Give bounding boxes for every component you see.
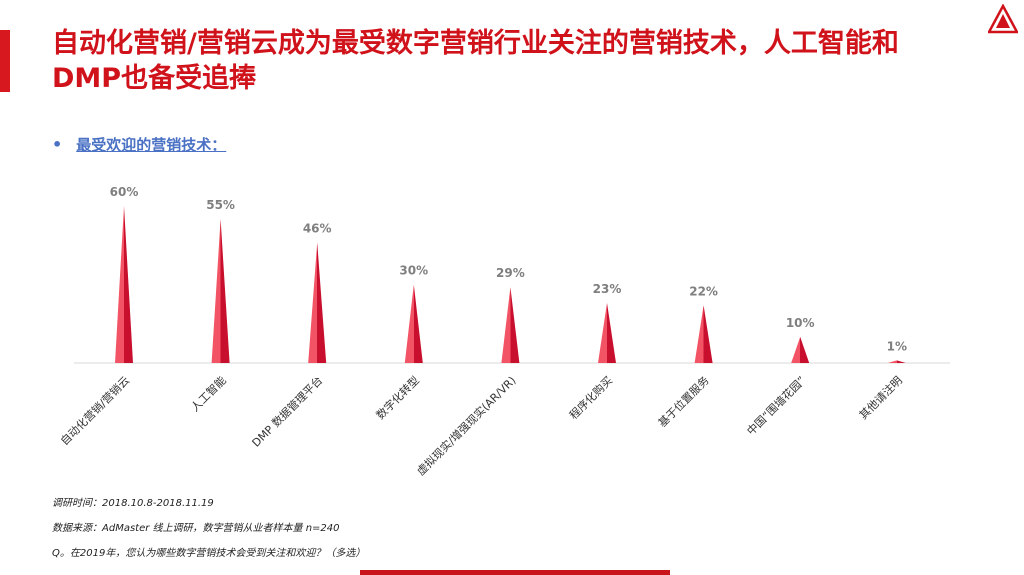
- category-label: 自动化营销/营销云: [57, 373, 132, 448]
- category-label: 中国“围墙花园”: [744, 373, 809, 438]
- category-label: DMP 数据管理平台: [249, 373, 325, 449]
- spike-bar: [791, 336, 810, 363]
- survey-question-note: Q。在2019年，您认为哪些数字营销技术会受到关注和欢迎？（多选）: [52, 548, 366, 559]
- subtitle-text: 最受欢迎的营销技术：: [76, 136, 227, 154]
- page-title: 自动化营销/营销云成为最受数字营销行业关注的营销技术，人工智能和DMP也备受追捧: [52, 28, 899, 94]
- spike-bar: [115, 206, 133, 363]
- value-label: 55%: [206, 198, 235, 212]
- survey-period-note: 调研时间：2018.10.8-2018.11.19: [52, 498, 214, 509]
- category-label: 虚拟现实/增强现实(AR/VR): [414, 373, 519, 478]
- spike-bar: [694, 305, 713, 363]
- spike-bar: [211, 219, 230, 363]
- bullet-icon: •: [52, 135, 63, 154]
- value-label: 30%: [399, 264, 428, 278]
- spike-chart: 60% 自动化营销/营销云 55% 人工智能 46% DMP 数据管理平台 30% 数字化转型…: [57, 185, 950, 478]
- spike-bar: [887, 360, 906, 363]
- value-label: 23%: [593, 282, 622, 296]
- spike-bar: [404, 284, 423, 363]
- value-label: 46%: [303, 222, 332, 236]
- spike-bar: [501, 287, 520, 363]
- brand-logo-icon: [988, 4, 1018, 34]
- data-source-note: 数据来源：AdMaster 线上调研，数字营销从业者样本量 n=240: [52, 523, 340, 534]
- footnotes: 调研时间：2018.10.8-2018.11.19 数据来源：AdMaster …: [52, 497, 365, 572]
- accent-bar: [0, 30, 10, 92]
- value-label: 22%: [689, 284, 718, 298]
- category-label: 人工智能: [188, 373, 229, 414]
- value-label: 1%: [887, 339, 907, 353]
- value-label: 10%: [786, 316, 815, 330]
- value-label: 60%: [110, 185, 139, 199]
- value-label: 29%: [496, 266, 525, 280]
- category-label: 其他请注明: [856, 373, 905, 422]
- category-label: 基于位置服务: [655, 373, 712, 430]
- category-label: 程序化购买: [566, 373, 615, 422]
- category-label: 数字化转型: [373, 373, 422, 422]
- spike-bar: [308, 242, 327, 363]
- bottom-accent-line: [360, 570, 670, 575]
- chart-subtitle: • 最受欢迎的营销技术：: [52, 134, 226, 155]
- spike-bar: [598, 302, 616, 363]
